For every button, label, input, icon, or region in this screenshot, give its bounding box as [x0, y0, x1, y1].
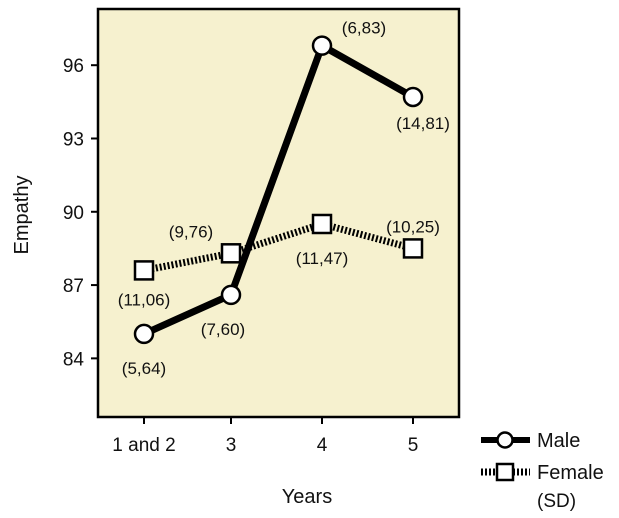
x-axis-ticks: 1 and 2 3 4 5 [112, 417, 418, 456]
female-point [311, 213, 333, 235]
female-point [402, 238, 424, 259]
male-sd-label: (6,83) [342, 19, 386, 38]
male-point [311, 35, 333, 56]
male-sd-label: (5,64) [122, 359, 166, 378]
x-tick-label: 3 [226, 435, 237, 456]
legend-male-marker [496, 431, 514, 449]
female-point [220, 243, 242, 264]
male-point [402, 86, 424, 108]
male-sd-label: (7,60) [201, 320, 245, 339]
legend-female-label: Female [537, 462, 604, 484]
series-layer [133, 35, 424, 345]
y-axis-title: Empathy [11, 176, 33, 255]
series-line-female [143, 220, 414, 274]
y-tick-label: 84 [63, 349, 85, 370]
y-axis-ticks: 84 87 90 93 96 [63, 56, 98, 370]
legend: Male Female (SD) [481, 430, 604, 512]
y-tick-label: 90 [63, 203, 84, 224]
x-tick-label: 4 [317, 435, 328, 456]
male-point [133, 323, 155, 345]
male-point [220, 284, 242, 306]
y-tick-label: 93 [63, 129, 84, 150]
x-axis-title: Years [282, 486, 332, 508]
female-sd-label: (11,06) [118, 290, 171, 309]
y-tick-label: 96 [63, 56, 84, 77]
female-sd-label: (11,47) [296, 249, 349, 268]
series-line-male [140, 42, 417, 338]
female-sd-label: (10,25) [386, 217, 440, 236]
legend-female-marker [495, 462, 515, 482]
female-point [133, 260, 155, 281]
legend-sd-note: (SD) [537, 491, 576, 512]
y-tick-label: 87 [63, 276, 84, 297]
plot-area [96, 7, 461, 419]
data-labels: (11,06) (9,76) (11,47) (10,25) (5,64) (7,60) (… [118, 19, 450, 378]
x-tick-label: 5 [408, 435, 419, 456]
x-tick-label: 1 and 2 [112, 435, 175, 456]
male-sd-label: (14,81) [396, 114, 450, 133]
legend-male-label: Male [537, 430, 580, 452]
female-sd-label: (9,76) [169, 222, 213, 241]
